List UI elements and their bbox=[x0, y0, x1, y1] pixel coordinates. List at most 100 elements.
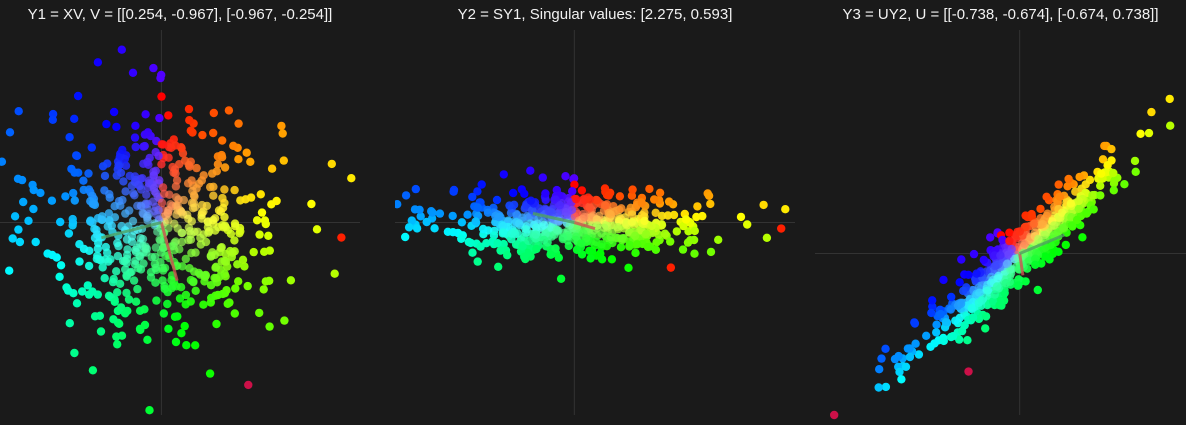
scatter-point bbox=[894, 351, 903, 361]
scatter-point bbox=[505, 201, 514, 210]
scatter-point bbox=[494, 212, 504, 222]
scatter-point bbox=[256, 190, 265, 199]
scatter-point bbox=[307, 199, 316, 209]
scatter-point bbox=[134, 264, 143, 273]
scatter-point bbox=[104, 209, 114, 218]
scatter-point bbox=[187, 176, 196, 185]
scatter-point bbox=[448, 228, 458, 237]
scatter-point bbox=[151, 278, 160, 287]
scatter-point bbox=[15, 237, 25, 247]
scatter-point bbox=[93, 58, 103, 67]
scatter-point bbox=[617, 234, 626, 243]
scatter-point bbox=[89, 200, 98, 209]
scatter-point bbox=[147, 253, 156, 262]
scatter-point bbox=[138, 174, 147, 183]
scatter-point bbox=[151, 243, 161, 252]
scatter-point bbox=[220, 212, 229, 222]
scatter-point bbox=[198, 130, 207, 140]
scatter-point bbox=[79, 176, 88, 185]
scatter-point bbox=[1031, 260, 1040, 269]
scatter-point bbox=[572, 245, 582, 254]
scatter-point bbox=[143, 128, 153, 137]
scatter-point bbox=[182, 341, 191, 350]
scatter-point bbox=[123, 245, 132, 254]
scatter-point bbox=[191, 286, 200, 295]
scatter-point bbox=[544, 207, 553, 216]
scatter-point bbox=[177, 208, 186, 217]
scatter-point bbox=[541, 195, 550, 205]
scatter-point bbox=[29, 185, 38, 195]
scatter-point bbox=[473, 257, 482, 266]
scatter-point bbox=[1120, 180, 1129, 189]
scatter-point bbox=[615, 192, 625, 201]
scatter-point bbox=[241, 195, 250, 204]
scatter-point bbox=[233, 260, 242, 269]
scatter-point bbox=[407, 216, 416, 225]
scatter-point bbox=[829, 410, 839, 420]
scatter-point bbox=[155, 113, 164, 123]
scatter-point bbox=[627, 217, 636, 226]
scatter-point bbox=[874, 383, 883, 392]
scatter-point bbox=[131, 142, 140, 152]
scatter-point bbox=[217, 153, 227, 162]
scatter-point bbox=[762, 233, 772, 242]
scatter-point bbox=[531, 230, 540, 239]
scatter-point bbox=[466, 238, 475, 248]
scatter-point bbox=[975, 288, 984, 297]
scatter-point bbox=[197, 200, 207, 210]
scatter-point bbox=[200, 271, 209, 280]
scatter-point bbox=[631, 248, 640, 258]
scatter-point bbox=[990, 290, 999, 299]
scatter-point bbox=[118, 145, 127, 155]
scatter-point bbox=[415, 205, 424, 214]
scatter-point bbox=[914, 350, 924, 359]
scatter-point bbox=[586, 254, 595, 263]
scatter-point bbox=[220, 163, 230, 172]
scatter-point bbox=[678, 245, 688, 254]
scatter-point bbox=[585, 202, 594, 211]
scatter-point bbox=[875, 365, 884, 374]
scatter-point bbox=[109, 315, 118, 324]
scatter-point bbox=[84, 169, 93, 178]
scatter-point bbox=[63, 286, 73, 295]
chart-title: Y3 = UY2, U = [[-0.738, -0.674], [-0.674… bbox=[842, 6, 1159, 23]
scatter-point bbox=[986, 233, 995, 242]
scatter-point bbox=[97, 212, 107, 221]
scatter-point bbox=[905, 344, 914, 353]
scatter-point bbox=[630, 231, 640, 240]
scatter-point bbox=[56, 261, 66, 270]
scatter-point bbox=[600, 223, 609, 232]
scatter-point bbox=[122, 288, 131, 298]
scatter-point bbox=[159, 266, 168, 275]
scatter-point bbox=[70, 168, 79, 177]
scatter-point bbox=[238, 255, 248, 264]
scatter-point bbox=[142, 190, 151, 199]
scatter-point bbox=[592, 215, 601, 224]
scatter-point bbox=[231, 284, 240, 293]
scatter-point bbox=[286, 276, 296, 285]
scatter-point bbox=[1097, 169, 1106, 178]
scatter-point bbox=[422, 217, 431, 227]
scatter-point bbox=[246, 157, 255, 166]
scatter-point bbox=[981, 312, 991, 321]
scatter-point bbox=[121, 187, 130, 196]
scatter-point bbox=[110, 202, 119, 211]
scatter-point bbox=[651, 245, 661, 254]
scatter-point bbox=[158, 276, 167, 285]
scatter-point bbox=[176, 283, 186, 292]
scatter-point bbox=[104, 291, 114, 300]
scatter-point bbox=[1014, 275, 1023, 284]
scatter-point bbox=[113, 340, 122, 349]
scatter-point bbox=[230, 185, 239, 195]
scatter-point bbox=[330, 269, 339, 278]
scatter-point bbox=[672, 227, 681, 236]
scatter-point bbox=[90, 312, 100, 321]
scatter-point bbox=[171, 337, 181, 347]
scatter-point bbox=[5, 128, 15, 137]
scatter-point bbox=[1075, 172, 1084, 182]
scatter-point bbox=[570, 180, 579, 189]
scatter-point bbox=[955, 335, 964, 344]
scatter-point bbox=[666, 237, 675, 246]
scatter-point bbox=[192, 163, 201, 173]
scatter-point bbox=[541, 189, 550, 198]
